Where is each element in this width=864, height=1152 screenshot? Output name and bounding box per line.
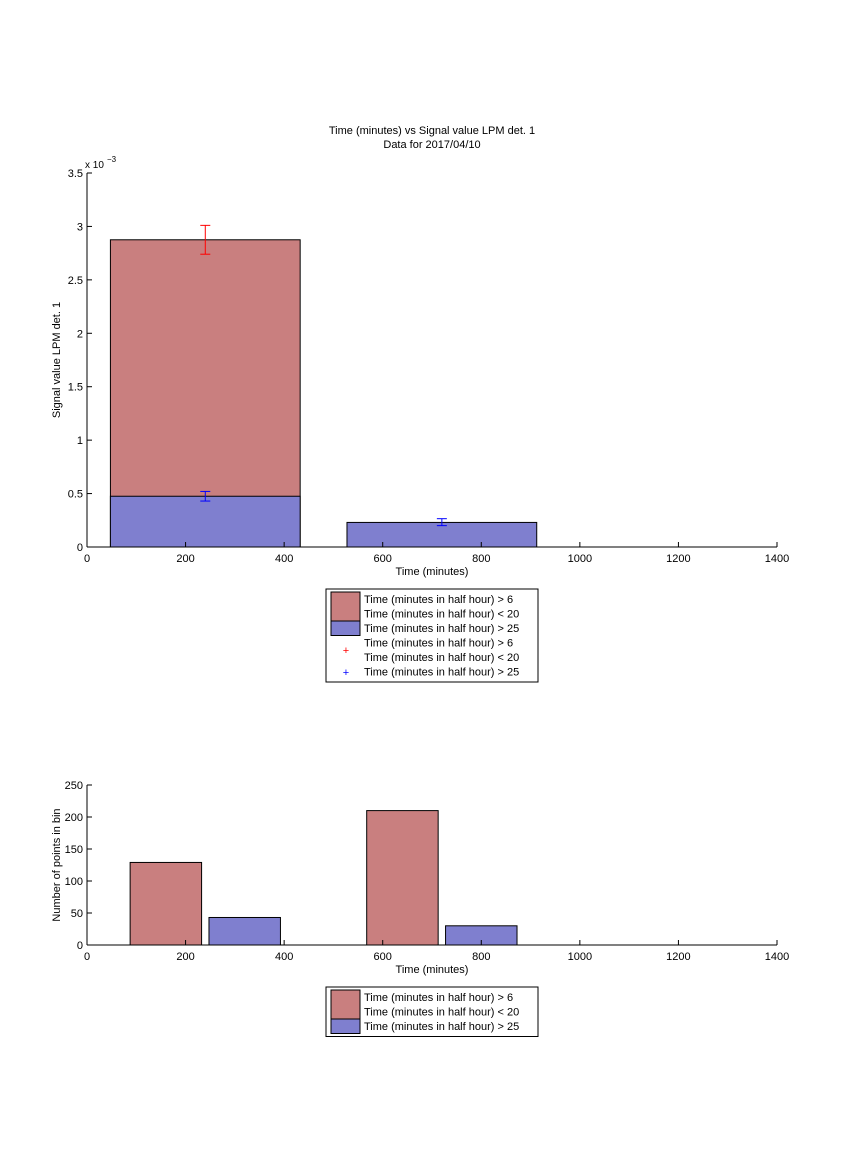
y-tick-label: 0 (77, 542, 83, 554)
y-tick-label: 3 (77, 221, 83, 233)
y-tick-label: 2.5 (68, 275, 83, 287)
y-exponent-power: −3 (107, 155, 117, 164)
y-tick-label: 150 (65, 844, 83, 856)
chart-title: Time (minutes) vs Signal value LPM det. … (329, 125, 535, 137)
legend-label: Time (minutes in half hour) > 6 (364, 992, 513, 1004)
legend-label: Time (minutes in half hour) > 25 (364, 667, 519, 679)
x-tick-label: 800 (472, 951, 490, 963)
x-tick-label: 200 (176, 553, 194, 565)
y-tick-label: 0.5 (68, 489, 83, 501)
x-tick-label: 0 (84, 553, 90, 565)
count-chart: 0 200 400 600 800 1000 1200 1400 0 50 100 150 200 250… (51, 780, 789, 1037)
y-tick-label: 1.5 (68, 382, 83, 394)
y-tick-label: 250 (65, 780, 83, 792)
legend-label: Time (minutes in half hour) > 25 (364, 1021, 519, 1033)
bar (346, 521, 538, 548)
legend-label: Time (minutes in half hour) > 6 (364, 638, 513, 650)
y-tick-label: 0 (77, 940, 83, 952)
legend-marker: + (343, 667, 349, 679)
y-tick-label: 2 (77, 328, 83, 340)
x-axis-label: Time (minutes) (396, 566, 469, 578)
x-tick-label: 1200 (666, 951, 690, 963)
legend-swatch (330, 989, 361, 1020)
x-tick-label: 1200 (666, 553, 690, 565)
legend-marker: + (343, 645, 349, 657)
x-axis-label: Time (minutes) (396, 964, 469, 976)
x-tick-label: 600 (374, 951, 392, 963)
legend-label: Time (minutes in half hour) > 25 (364, 623, 519, 635)
bar (129, 861, 203, 946)
y-axis-label: Signal value LPM det. 1 (51, 302, 63, 418)
y-tick-label: 3.5 (68, 168, 83, 180)
y-tick-label: 100 (65, 876, 83, 888)
x-tick-label: 1400 (765, 553, 789, 565)
y-tick-label: 200 (65, 812, 83, 824)
legend-label: Time (minutes in half hour) < 20 (364, 609, 519, 621)
x-tick-label: 0 (84, 951, 90, 963)
legend-label: Time (minutes in half hour) > 6 (364, 594, 513, 606)
bar (366, 810, 439, 946)
legend-box (325, 588, 539, 683)
x-tick-label: 600 (374, 553, 392, 565)
x-tick-label: 800 (472, 553, 490, 565)
y-tick-label: 1 (77, 435, 83, 447)
x-tick-label: 400 (275, 951, 293, 963)
x-tick-label: 400 (275, 553, 293, 565)
y-axis-label: Number of points in bin (51, 808, 63, 921)
signal-chart: 0 200 400 600 800 1000 1200 1400 0 0.5 1 1.5 2 2.5 3 3.… (51, 125, 789, 683)
legend-swatch (330, 1018, 361, 1034)
bar (208, 916, 281, 946)
legend-box (325, 986, 539, 1037)
bar (109, 495, 301, 548)
legend-swatch (330, 591, 361, 622)
legend-label: Time (minutes in half hour) < 20 (364, 1007, 519, 1019)
x-tick-label: 1400 (765, 951, 789, 963)
legend-label: Time (minutes in half hour) < 20 (364, 652, 519, 664)
legend-swatch (330, 620, 361, 636)
chart-subtitle: Data for 2017/04/10 (383, 139, 480, 151)
x-tick-label: 1000 (568, 553, 592, 565)
y-tick-label: 50 (71, 908, 83, 920)
y-exponent-base: x 10 (85, 160, 104, 171)
x-tick-label: 1000 (568, 951, 592, 963)
x-tick-label: 200 (176, 951, 194, 963)
